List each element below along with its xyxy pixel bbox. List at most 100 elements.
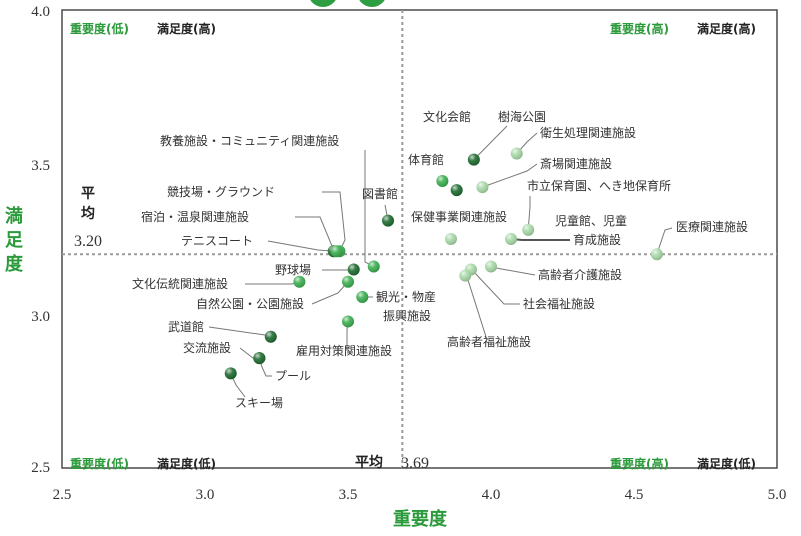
point-highlight bbox=[476, 181, 489, 194]
header-dot-right bbox=[359, 0, 385, 7]
quadrant-br-importance: 重要度(高) bbox=[610, 456, 669, 471]
point-highlight bbox=[505, 233, 518, 245]
point-label: 体育館 bbox=[408, 152, 444, 167]
scatter-point bbox=[505, 233, 518, 245]
point-label: 高齢者福祉施設 bbox=[447, 334, 531, 349]
point-label: 宿泊・温泉関連施設 bbox=[141, 209, 249, 224]
leader-line bbox=[295, 216, 335, 252]
leader-line bbox=[245, 281, 300, 285]
leader-line bbox=[510, 238, 570, 241]
point-label: 野球場 bbox=[275, 263, 311, 277]
scatter-point bbox=[485, 260, 497, 273]
leader-line bbox=[267, 240, 337, 252]
y-axis-title: 満足度 bbox=[5, 205, 24, 275]
point-label: 保健事業関連施設 bbox=[411, 209, 507, 224]
point-highlight bbox=[253, 352, 266, 365]
quadrant-br-satisfaction: 満足度(低) bbox=[697, 456, 756, 471]
point-label: 武道館 bbox=[168, 319, 204, 334]
x-tick-5-0: 5.0 bbox=[768, 487, 787, 503]
point-label: 観光・物産 bbox=[376, 289, 436, 304]
scatter-point bbox=[510, 147, 523, 160]
point-label: 衛生処理関連施設 bbox=[540, 125, 636, 140]
scatter-point bbox=[347, 263, 360, 276]
leader-line bbox=[311, 281, 349, 305]
point-highlight bbox=[293, 275, 306, 288]
point-highlight bbox=[224, 367, 237, 380]
scatter-point bbox=[450, 184, 463, 197]
point-label: 交流施設 bbox=[183, 340, 231, 355]
x-axis-title: 重要度 bbox=[393, 508, 448, 530]
quadrant-tl-satisfaction: 満足度(高) bbox=[157, 21, 216, 36]
average-x-value: 3.69 bbox=[401, 455, 429, 472]
scatter-point bbox=[356, 291, 369, 304]
average-y-value: 3.20 bbox=[74, 233, 102, 250]
x-tick-4-5: 4.5 bbox=[625, 487, 644, 503]
point-label: 高齢者介護施設 bbox=[538, 267, 622, 282]
scatter-point bbox=[293, 275, 306, 288]
quadrant-tr-importance: 重要度(高) bbox=[610, 21, 669, 36]
scatter-point bbox=[342, 315, 354, 328]
y-tick-4-0: 4.0 bbox=[31, 4, 50, 20]
point-highlight bbox=[382, 214, 395, 227]
point-label: 雇用対策関連施設 bbox=[296, 343, 392, 358]
point-highlight bbox=[347, 263, 360, 276]
scatter-point bbox=[444, 233, 457, 245]
leader-line bbox=[656, 227, 673, 255]
leader-line bbox=[470, 269, 520, 305]
average-x-label: 平均 bbox=[355, 454, 383, 471]
point-highlight bbox=[522, 223, 535, 236]
average-y-label: 平均 bbox=[81, 186, 95, 222]
quadrant-bl-satisfaction: 満足度(低) bbox=[157, 456, 216, 471]
scatter-point bbox=[264, 330, 277, 343]
scatter-point bbox=[224, 367, 237, 380]
point-highlight bbox=[342, 275, 354, 288]
leader-line bbox=[208, 326, 271, 338]
point-highlight bbox=[356, 291, 369, 304]
quadrant-tr-satisfaction: 満足度(高) bbox=[697, 21, 756, 36]
quadrant-bl-importance: 重要度(低) bbox=[70, 456, 129, 471]
point-label: 競技場・グラウンド bbox=[167, 184, 275, 199]
point-highlight bbox=[444, 233, 457, 245]
point-highlight bbox=[330, 245, 343, 258]
point-label: 文化伝統関連施設 bbox=[132, 276, 228, 291]
header-dot-left bbox=[310, 0, 336, 7]
point-label: 教養施設・コミュニティ関連施設 bbox=[160, 133, 339, 148]
point-label: 振興施設 bbox=[383, 308, 431, 323]
y-tick-3-5: 3.5 bbox=[31, 158, 50, 174]
leader-line bbox=[473, 125, 508, 160]
point-label: プール bbox=[275, 369, 311, 383]
scatter-point bbox=[330, 245, 343, 258]
point-highlight bbox=[459, 269, 472, 282]
point-highlight bbox=[367, 260, 380, 273]
x-tick-3-5: 3.5 bbox=[339, 487, 358, 503]
point-label: 社会福祉施設 bbox=[523, 296, 595, 311]
x-tick-4-0: 4.0 bbox=[482, 487, 501, 503]
point-label: スキー場 bbox=[235, 396, 283, 410]
point-highlight bbox=[436, 174, 449, 187]
data-points bbox=[224, 147, 663, 380]
leader-line bbox=[322, 191, 346, 252]
scatter-point bbox=[459, 269, 472, 282]
scatter-point bbox=[522, 223, 535, 236]
point-highlight bbox=[485, 260, 497, 273]
point-highlight bbox=[510, 147, 523, 160]
point-label: テニスコート bbox=[181, 234, 253, 248]
point-label: 樹海公園 bbox=[498, 109, 546, 124]
point-label: 児童館、児童 bbox=[555, 213, 627, 228]
scatter-point bbox=[253, 352, 266, 365]
point-label: 斎場関連施設 bbox=[540, 156, 612, 171]
y-tick-3-0: 3.0 bbox=[31, 309, 50, 325]
scatter-point bbox=[650, 248, 663, 261]
point-highlight bbox=[264, 330, 277, 343]
leader-line bbox=[482, 163, 538, 188]
point-highlight bbox=[450, 184, 463, 197]
point-label: 図書館 bbox=[362, 186, 398, 201]
scatter-point bbox=[342, 275, 354, 288]
quadrant-tl-importance: 重要度(低) bbox=[70, 21, 129, 36]
point-label: 育成施設 bbox=[573, 232, 621, 247]
x-tick-3-0: 3.0 bbox=[196, 487, 215, 503]
x-tick-2-5: 2.5 bbox=[53, 487, 72, 503]
leader-line bbox=[527, 196, 531, 230]
